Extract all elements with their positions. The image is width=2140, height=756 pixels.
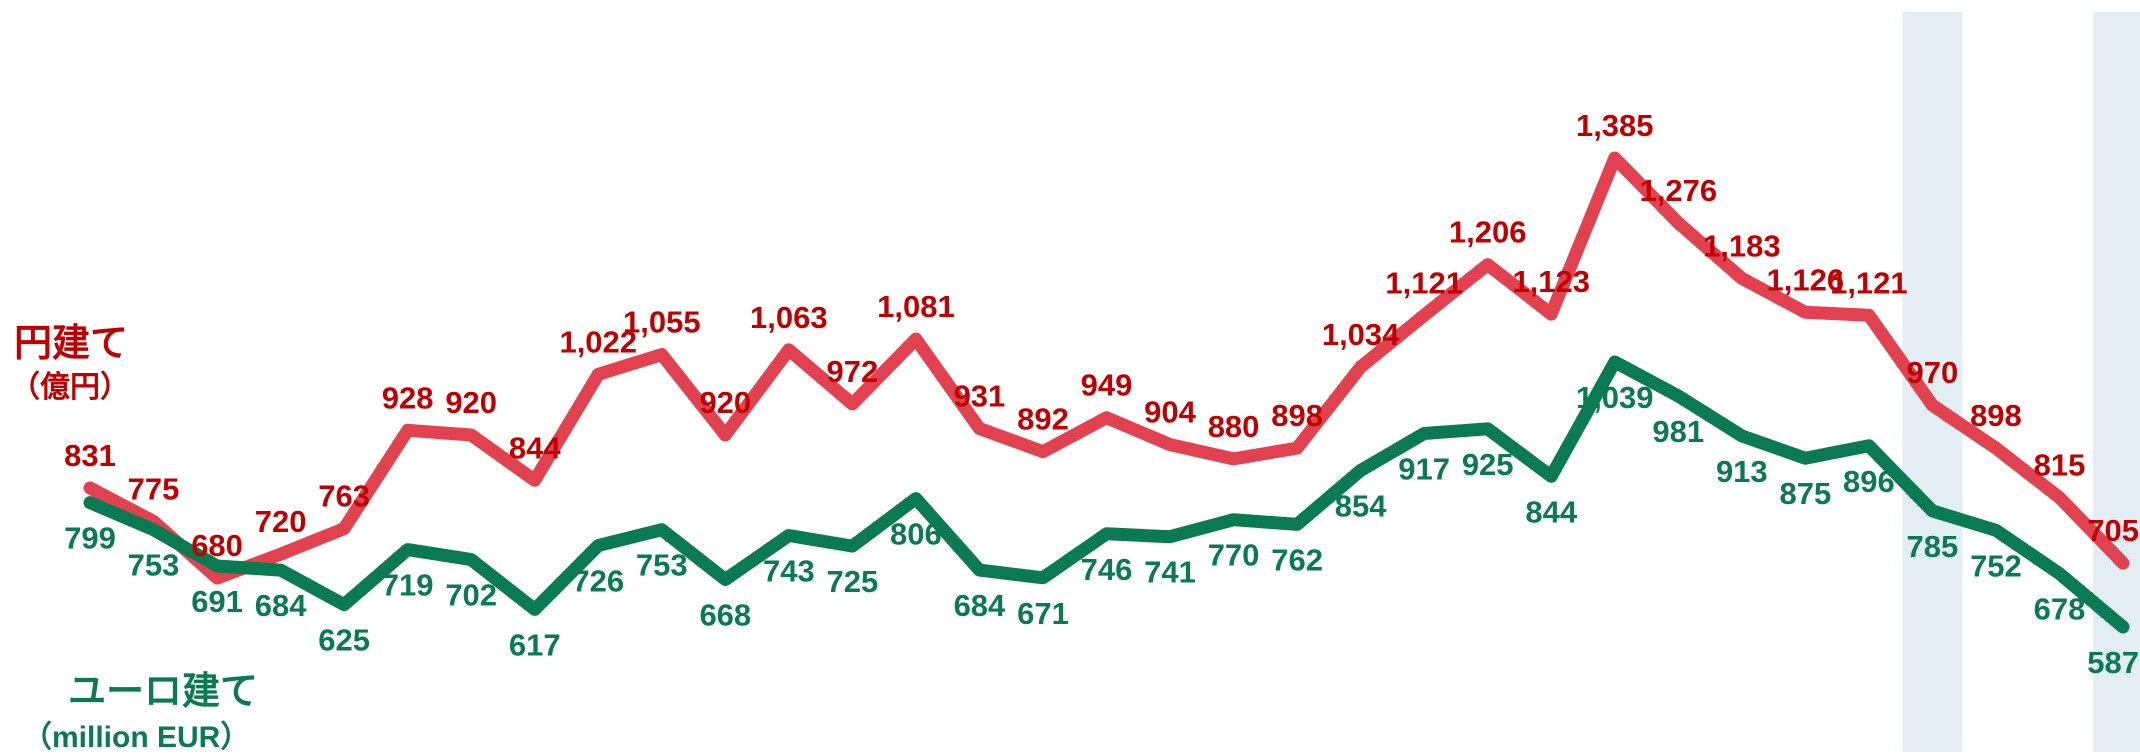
eur-data-label: 741 xyxy=(1144,555,1196,590)
jpy-data-label: 831 xyxy=(64,438,116,473)
highlight-bands xyxy=(1902,12,2140,752)
jpy-data-label: 1,081 xyxy=(877,289,955,324)
series-lines xyxy=(83,151,2130,634)
jpy-data-label: 1,063 xyxy=(750,300,828,335)
eur-data-label: 806 xyxy=(890,517,942,552)
jpy-series-title: 円建て xyxy=(14,323,129,365)
eur-data-label: 671 xyxy=(1017,596,1069,631)
jpy-data-label: 705 xyxy=(2087,513,2139,548)
jpy-data-label: 880 xyxy=(1208,409,1260,444)
eur-series-title: ユーロ建て xyxy=(68,671,259,713)
eur-series-line xyxy=(83,355,2130,634)
jpy-data-label: 815 xyxy=(2034,448,2086,483)
jpy-data-label: 1,206 xyxy=(1449,215,1527,250)
eur-data-label: 770 xyxy=(1208,538,1260,573)
jpy-series-line xyxy=(83,151,2130,585)
eur-data-label: 785 xyxy=(1907,529,1959,564)
jpy-data-label: 931 xyxy=(954,378,1006,413)
eur-data-label: 684 xyxy=(255,588,307,623)
eur-data-label: 762 xyxy=(1271,542,1323,577)
jpy-data-label: 1,034 xyxy=(1322,317,1400,352)
jpy-data-label: 844 xyxy=(509,430,561,465)
eur-data-label: 981 xyxy=(1652,414,1704,449)
jpy-data-label: 1,385 xyxy=(1576,108,1654,143)
jpy-data-label: 1,123 xyxy=(1512,264,1590,299)
jpy-data-label: 1,126 xyxy=(1767,262,1845,297)
highlight-band-2 xyxy=(2093,12,2140,752)
jpy-series-unit: （億円） xyxy=(10,371,130,404)
jpy-data-label: 1,121 xyxy=(1385,265,1463,300)
eur-data-label: 753 xyxy=(636,548,688,583)
eur-data-label: 746 xyxy=(1081,552,1133,587)
eur-data-label: 668 xyxy=(699,598,751,633)
eur-data-label: 913 xyxy=(1716,454,1768,489)
eur-series-unit: （million EUR） xyxy=(22,721,251,754)
eur-data-label: 1,039 xyxy=(1576,380,1654,415)
jpy-data-label: 1,183 xyxy=(1703,228,1781,263)
jpy-data-label: 972 xyxy=(827,354,879,389)
eur-data-label: 875 xyxy=(1779,476,1831,511)
eur-data-label: 917 xyxy=(1398,452,1450,487)
jpy-data-label: 928 xyxy=(382,380,434,415)
eur-data-label: 625 xyxy=(318,623,370,658)
jpy-data-label: 1,276 xyxy=(1639,173,1717,208)
jpy-data-label: 680 xyxy=(191,528,243,563)
eur-data-label: 719 xyxy=(382,568,434,603)
eur-data-label: 684 xyxy=(954,588,1006,623)
eur-data-label: 702 xyxy=(445,578,497,613)
eur-data-label: 896 xyxy=(1843,464,1895,499)
eur-data-label: 678 xyxy=(2034,592,2086,627)
eur-data-label: 743 xyxy=(763,554,815,589)
jpy-data-label: 1,121 xyxy=(1830,265,1908,300)
jpy-data-label: 898 xyxy=(1271,398,1323,433)
jpy-data-label: 775 xyxy=(128,471,180,506)
jpy-data-label: 970 xyxy=(1907,355,1959,390)
eur-data-label: 587 xyxy=(2087,645,2139,680)
jpy-data-label: 949 xyxy=(1081,368,1133,403)
jpy-data-label: 1,022 xyxy=(559,324,637,359)
jpy-data-label: 763 xyxy=(318,479,370,514)
eur-data-label: 925 xyxy=(1462,447,1514,482)
jpy-data-label: 898 xyxy=(1970,398,2022,433)
jpy-data-label: 920 xyxy=(445,385,497,420)
eur-data-label: 752 xyxy=(1970,548,2022,583)
eur-data-label: 854 xyxy=(1335,488,1387,523)
jpy-data-label: 920 xyxy=(699,385,751,420)
eur-data-label: 691 xyxy=(191,584,243,619)
jpy-data-label: 892 xyxy=(1017,402,1069,437)
jpy-data-label: 1,055 xyxy=(623,305,701,340)
eur-data-label: 753 xyxy=(128,548,180,583)
eur-data-label: 617 xyxy=(509,627,561,662)
eur-data-label: 726 xyxy=(572,564,624,599)
eur-data-label: 799 xyxy=(64,521,116,556)
eur-data-label: 725 xyxy=(827,564,879,599)
jpy-data-label: 904 xyxy=(1144,395,1196,430)
eur-data-label: 844 xyxy=(1525,494,1577,529)
jpy-data-label: 720 xyxy=(255,504,307,539)
